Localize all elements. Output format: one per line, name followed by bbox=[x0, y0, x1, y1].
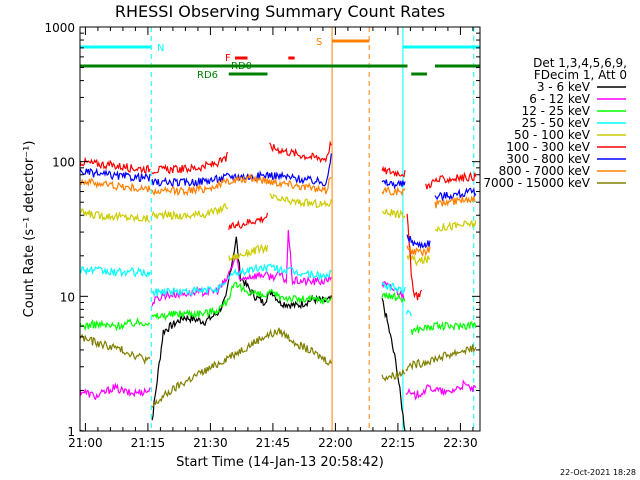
legend-label-7: 800 - 7000 keV bbox=[499, 164, 591, 178]
series-8 bbox=[79, 327, 477, 408]
series-6-segment-4 bbox=[434, 187, 477, 202]
legend-label-1: 6 - 12 keV bbox=[529, 92, 591, 106]
series-3-segment-1 bbox=[151, 282, 227, 298]
series-6-segment-3 bbox=[406, 234, 431, 250]
series-8-segment-0 bbox=[79, 333, 151, 366]
x-tick-label-0: 21:00 bbox=[68, 436, 103, 450]
series-3-segment-0 bbox=[79, 265, 151, 278]
series-2-segment-3 bbox=[410, 321, 477, 336]
series-7-segment-3 bbox=[406, 245, 431, 257]
series-4-segment-6 bbox=[434, 220, 477, 233]
series-2-segment-0 bbox=[79, 317, 151, 332]
series-4-segment-2 bbox=[228, 243, 269, 262]
night-flag-label: N bbox=[157, 43, 164, 54]
series-4-segment-3 bbox=[269, 193, 332, 209]
series-1-segment-0 bbox=[79, 382, 151, 401]
series-8-segment-1 bbox=[151, 327, 332, 408]
series-2 bbox=[79, 281, 477, 336]
series-3-segment-3 bbox=[381, 281, 406, 295]
legend-header-line-1: Det 1,3,4,5,6,9, bbox=[533, 56, 627, 70]
series-7-segment-0 bbox=[79, 177, 151, 193]
y-tick-label-3: 1000 bbox=[44, 21, 75, 35]
y-tick-label-0: 1 bbox=[67, 425, 75, 439]
series-3-segment-4 bbox=[405, 309, 412, 317]
series-8-segment-2 bbox=[381, 368, 406, 382]
series-3-segment-2 bbox=[227, 263, 332, 280]
plot-area bbox=[80, 27, 480, 431]
legend: Det 1,3,4,5,6,9, FDecim 1, Att 0 3 - 6 k… bbox=[483, 56, 627, 190]
legend-label-0: 3 - 6 keV bbox=[537, 80, 591, 94]
legend-label-8: 7000 - 15000 keV bbox=[483, 176, 590, 190]
series-7-segment-2 bbox=[381, 186, 406, 197]
series-4-segment-4 bbox=[381, 208, 406, 219]
x-tick-label-2: 21:30 bbox=[193, 436, 228, 450]
series-1-segment-3 bbox=[405, 379, 477, 401]
legend-label-4: 50 - 100 keV bbox=[514, 128, 591, 142]
series-6 bbox=[79, 153, 477, 250]
series-layer bbox=[79, 140, 477, 432]
rd0-flag-label: RD0 bbox=[231, 61, 252, 72]
plot-background bbox=[80, 27, 480, 431]
series-7-segment-1 bbox=[151, 173, 332, 197]
footer-date: 22-Oct-2021 18:28 bbox=[560, 468, 636, 477]
series-0-segment-2 bbox=[381, 298, 406, 432]
series-4 bbox=[79, 193, 477, 267]
series-5-segment-4 bbox=[381, 165, 406, 178]
series-6-segment-2 bbox=[381, 179, 406, 190]
series-3 bbox=[79, 263, 412, 317]
series-5-segment-1 bbox=[151, 151, 229, 175]
flare-flag-label: F bbox=[225, 53, 231, 64]
saa-flag-label: S bbox=[316, 37, 322, 48]
rd6-flag-label: RD6 bbox=[197, 70, 218, 81]
axes bbox=[79, 26, 481, 432]
chart-title: RHESSI Observing Summary Count Rates bbox=[115, 2, 445, 21]
x-tick-label-1: 21:15 bbox=[131, 436, 166, 450]
plot-frame bbox=[79, 26, 481, 432]
legend-label-2: 12 - 25 keV bbox=[522, 104, 591, 118]
x-axis-title: Start Time (14-Jan-13 20:58:42) bbox=[176, 455, 384, 470]
series-4-segment-0 bbox=[79, 207, 151, 223]
y-tick-label-1: 10 bbox=[60, 290, 75, 304]
legend-label-6: 300 - 800 keV bbox=[506, 152, 590, 166]
legend-header-line-2: FDecim 1, Att 0 bbox=[534, 68, 627, 82]
y-tick-label-2: 100 bbox=[52, 156, 75, 170]
series-1-segment-2 bbox=[381, 281, 406, 301]
series-7-segment-4 bbox=[434, 194, 476, 209]
series-5-segment-3 bbox=[269, 140, 332, 164]
series-5-segment-0 bbox=[79, 156, 151, 174]
series-5-segment-6 bbox=[425, 171, 477, 190]
y-axis-title: Count Rate (s⁻¹ detector⁻¹) bbox=[22, 141, 37, 318]
series-6-segment-1 bbox=[151, 153, 332, 188]
x-tick-label-6: 22:30 bbox=[443, 436, 478, 450]
series-4-segment-1 bbox=[151, 202, 229, 221]
axis-ticks: 21:00 21:15 21:30 21:45 22:00 22:15 22:30 1 10 10… bbox=[44, 21, 480, 450]
series-8-segment-3 bbox=[405, 344, 477, 372]
series-7 bbox=[79, 173, 476, 257]
series-5 bbox=[79, 140, 477, 301]
series-5-segment-2 bbox=[228, 212, 269, 231]
series-6-segment-0 bbox=[79, 167, 151, 183]
x-tick-label-4: 22:00 bbox=[318, 436, 353, 450]
series-2-segment-1 bbox=[151, 281, 332, 322]
x-tick-label-5: 22:15 bbox=[381, 436, 416, 450]
x-tick-label-3: 21:45 bbox=[256, 436, 291, 450]
series-2-segment-2 bbox=[381, 291, 406, 303]
legend-label-3: 25 - 50 keV bbox=[522, 116, 591, 130]
legend-label-5: 100 - 300 keV bbox=[506, 140, 590, 154]
